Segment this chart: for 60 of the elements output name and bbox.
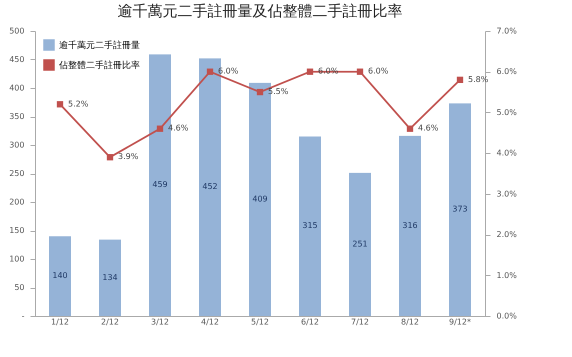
y2-tick-label: 4.0% (496, 148, 518, 158)
x-tick-label: 5/12 (251, 318, 269, 326)
data-label: 316 (402, 220, 418, 230)
x-tick-label: 4/12 (201, 318, 219, 326)
y2-tick-label: 6.0% (496, 67, 518, 76)
y-tick-label: 350 (9, 112, 24, 121)
data-label: 6.0% (368, 66, 389, 76)
y-tick-label: 450 (9, 55, 24, 64)
data-label: 315 (302, 221, 318, 230)
y2-tick-label: 5.0% (496, 108, 518, 117)
x-tick-label: 3/12 (151, 318, 169, 326)
point (356, 68, 364, 75)
y-tick-label: 300 (9, 140, 24, 150)
x-tick-label: 2/12 (101, 318, 119, 326)
data-label: 459 (152, 180, 168, 190)
data-label: 140 (52, 271, 68, 280)
point (406, 126, 414, 132)
bar (349, 172, 371, 316)
y2-tick-label: 0.0% (496, 312, 518, 320)
data-label: 5.2% (68, 99, 89, 108)
y-tick-label: 100 (9, 254, 24, 264)
data-label: 452 (202, 182, 218, 192)
legend-label: 佔整體二手註冊比率 (58, 60, 140, 71)
x-tick-label: 6/12 (301, 318, 319, 326)
data-label: 4.6% (418, 124, 439, 133)
y2-tick-label: 7.0% (496, 26, 518, 36)
bar (299, 136, 321, 316)
bar (49, 236, 71, 316)
x-tick-label: 7/12 (351, 318, 369, 326)
y-tick-label: 50 (14, 283, 24, 292)
bar (399, 136, 421, 316)
point (306, 68, 314, 75)
legend-label: 逾千萬元二手註冊量 (59, 40, 140, 51)
y-tick-label: 250 (9, 169, 24, 178)
bar (99, 240, 121, 316)
y2-tick-label: 1.0% (496, 270, 518, 280)
bar (449, 103, 471, 316)
point (256, 88, 264, 96)
data-label: 3.9% (118, 152, 139, 162)
data-label: 5.8% (468, 74, 489, 84)
data-label: 409 (252, 194, 268, 204)
data-label: 251 (352, 239, 368, 248)
y-tick-label: 400 (9, 84, 24, 92)
y2-tick-label: 2.0% (496, 230, 518, 240)
point (206, 68, 214, 75)
y2-tick-label: 3.0% (496, 189, 518, 198)
y-tick-label: 200 (9, 198, 24, 206)
data-label: 373 (452, 204, 468, 214)
x-tick-label: 8/12 (401, 318, 419, 326)
point (156, 126, 164, 132)
point (106, 154, 114, 160)
x-tick-label: 9/12* (449, 318, 471, 326)
data-label: 134 (102, 272, 118, 282)
point (56, 101, 64, 108)
y-tick-label: 500 (9, 26, 24, 36)
y-tick-label: 150 (9, 226, 24, 235)
x-tick-label: 1/12 (51, 318, 69, 326)
y-tick-label: - (22, 312, 25, 320)
point (456, 76, 464, 84)
chart-title: 逾千萬元二手註冊量及佔整體二手註冊比率 (118, 2, 402, 20)
